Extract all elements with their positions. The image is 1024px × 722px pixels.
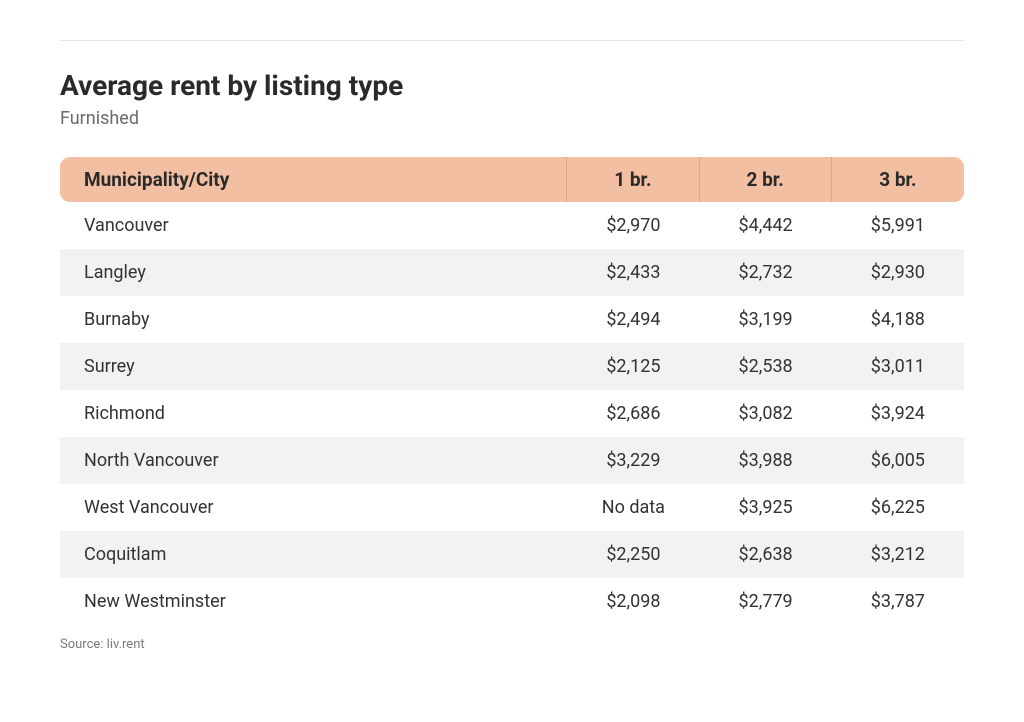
cell-city: Burnaby <box>60 296 567 343</box>
cell-1br: $3,229 <box>567 437 699 484</box>
cell-1br: $2,125 <box>567 343 699 390</box>
cell-2br: $4,442 <box>700 202 832 249</box>
cell-1br: No data <box>567 484 699 531</box>
table-row: Surrey $2,125 $2,538 $3,011 <box>60 343 964 390</box>
cell-city: North Vancouver <box>60 437 567 484</box>
cell-1br: $2,686 <box>567 390 699 437</box>
table-row: New Westminster $2,098 $2,779 $3,787 <box>60 578 964 625</box>
table-row: Langley $2,433 $2,732 $2,930 <box>60 249 964 296</box>
cell-1br: $2,098 <box>567 578 699 625</box>
cell-1br: $2,494 <box>567 296 699 343</box>
cell-3br: $2,930 <box>832 249 964 296</box>
cell-3br: $5,991 <box>832 202 964 249</box>
table-row: Burnaby $2,494 $3,199 $4,188 <box>60 296 964 343</box>
cell-2br: $2,638 <box>700 531 832 578</box>
cell-2br: $2,538 <box>700 343 832 390</box>
cell-city: Langley <box>60 249 567 296</box>
cell-2br: $3,199 <box>700 296 832 343</box>
cell-2br: $2,779 <box>700 578 832 625</box>
col-header-city: Municipality/City <box>60 157 567 202</box>
cell-1br: $2,970 <box>567 202 699 249</box>
table-row: Coquitlam $2,250 $2,638 $3,212 <box>60 531 964 578</box>
cell-city: New Westminster <box>60 578 567 625</box>
col-header-2br: 2 br. <box>700 157 832 202</box>
cell-3br: $3,924 <box>832 390 964 437</box>
cell-2br: $3,082 <box>700 390 832 437</box>
table-body: Vancouver $2,970 $4,442 $5,991 Langley $… <box>60 202 964 625</box>
cell-2br: $3,988 <box>700 437 832 484</box>
table-row: Vancouver $2,970 $4,442 $5,991 <box>60 202 964 249</box>
table-row: North Vancouver $3,229 $3,988 $6,005 <box>60 437 964 484</box>
col-header-3br: 3 br. <box>832 157 964 202</box>
cell-2br: $3,925 <box>700 484 832 531</box>
cell-3br: $6,005 <box>832 437 964 484</box>
cell-city: Coquitlam <box>60 531 567 578</box>
cell-1br: $2,433 <box>567 249 699 296</box>
cell-city: Richmond <box>60 390 567 437</box>
cell-3br: $3,011 <box>832 343 964 390</box>
top-divider <box>60 40 964 41</box>
cell-3br: $3,212 <box>832 531 964 578</box>
page-title: Average rent by listing type <box>60 69 964 102</box>
rent-table: Municipality/City 1 br. 2 br. 3 br. Vanc… <box>60 157 964 625</box>
table-row: West Vancouver No data $3,925 $6,225 <box>60 484 964 531</box>
cell-3br: $3,787 <box>832 578 964 625</box>
page-subtitle: Furnished <box>60 108 964 129</box>
table-header-row: Municipality/City 1 br. 2 br. 3 br. <box>60 157 964 202</box>
col-header-1br: 1 br. <box>567 157 699 202</box>
cell-3br: $4,188 <box>832 296 964 343</box>
source-text: Source: liv.rent <box>60 637 964 652</box>
cell-city: Vancouver <box>60 202 567 249</box>
cell-city: West Vancouver <box>60 484 567 531</box>
table-row: Richmond $2,686 $3,082 $3,924 <box>60 390 964 437</box>
cell-3br: $6,225 <box>832 484 964 531</box>
cell-2br: $2,732 <box>700 249 832 296</box>
cell-1br: $2,250 <box>567 531 699 578</box>
cell-city: Surrey <box>60 343 567 390</box>
